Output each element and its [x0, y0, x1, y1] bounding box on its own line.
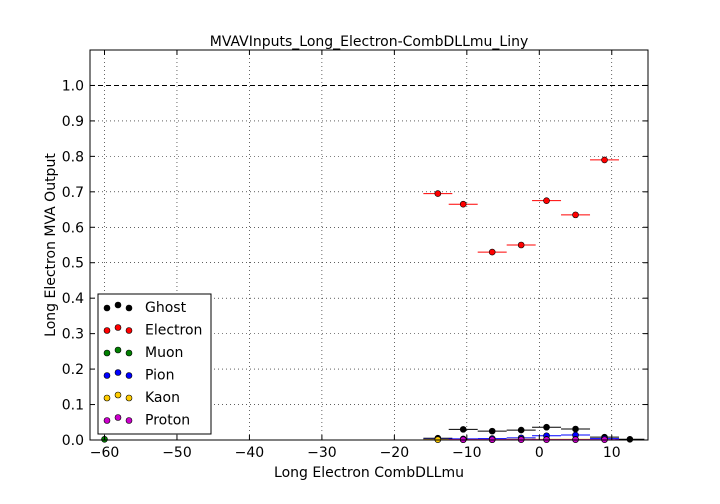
- legend-label-muon: Muon: [145, 345, 183, 361]
- legend-label-proton: Proton: [145, 413, 190, 429]
- data-point-electron: [543, 197, 550, 204]
- y-tick-label: 0.1: [62, 398, 84, 414]
- legend-marker-kaon: [125, 394, 133, 402]
- x-axis-label: Long Electron CombDLLmu: [274, 465, 464, 481]
- data-point-ghost: [543, 423, 550, 431]
- plot-frame: [89, 49, 649, 441]
- y-tick-label: 0.9: [62, 114, 84, 130]
- legend-marker-kaon: [114, 391, 122, 399]
- x-axis-ticks: −60 −50 −40 −30 −20 −10 0 10: [90, 50, 621, 461]
- legend-marker-pion: [114, 369, 122, 376]
- legend-label-electron: Electron: [145, 323, 202, 339]
- series-electron: [423, 156, 620, 256]
- legend-marker-muon: [114, 346, 122, 354]
- y-tick-label: 0.3: [62, 327, 84, 343]
- legend: Ghost Electron Muon Pion Kaon Proton: [97, 293, 212, 435]
- y-axis-label: Long Electron MVA Output: [43, 153, 59, 337]
- legend-marker-muon: [125, 349, 133, 357]
- y-tick-label: 0.5: [62, 256, 84, 272]
- legend-marker-proton: [103, 417, 111, 424]
- data-point-ghost: [517, 426, 525, 434]
- legend-item-muon: Muon: [103, 345, 183, 361]
- y-tick-label: 1.0: [62, 78, 84, 94]
- data-point-electron: [601, 156, 608, 164]
- y-tick-label: 0.7: [62, 185, 84, 201]
- data-point-electron: [517, 241, 525, 249]
- legend-marker-ghost: [114, 301, 122, 309]
- legend-box: [97, 293, 212, 435]
- legend-item-proton: Proton: [103, 413, 190, 429]
- x-tick-label: 10: [603, 445, 621, 461]
- legend-marker-electron: [114, 324, 122, 331]
- x-tick-label: −60: [90, 445, 120, 461]
- y-axis-ticks: 0.0 0.1 0.2 0.3 0.4 0.5 0.6 0.7 0.8 0.9 1.0: [62, 78, 648, 449]
- y-tick-label: 0.0: [62, 433, 84, 449]
- legend-item-electron: Electron: [103, 323, 202, 339]
- y-tick-label: 0.6: [62, 220, 84, 236]
- legend-label-kaon: Kaon: [145, 390, 180, 406]
- x-tick-label: −30: [307, 445, 337, 461]
- legend-label-pion: Pion: [145, 368, 174, 384]
- chart-title: MVAVInputs_Long_Electron-CombDLLmu_Liny: [210, 34, 529, 50]
- legend-item-ghost: Ghost: [103, 300, 187, 316]
- legend-item-pion: Pion: [103, 368, 174, 384]
- legend-marker-ghost: [125, 304, 133, 312]
- x-tick-label: −10: [452, 445, 482, 461]
- legend-marker-ghost: [103, 304, 111, 312]
- legend-marker-proton: [125, 417, 133, 424]
- legend-marker-proton: [114, 414, 122, 421]
- legend-marker-muon: [103, 349, 111, 357]
- x-tick-label: −20: [380, 445, 410, 461]
- data-point-ghost: [626, 435, 634, 443]
- legend-item-kaon: Kaon: [103, 390, 180, 406]
- data-point-ghost: [459, 426, 467, 433]
- y-tick-label: 0.8: [62, 149, 84, 165]
- data-point-electron: [459, 200, 467, 208]
- legend-marker-pion: [125, 372, 133, 379]
- legend-marker-pion: [103, 372, 111, 379]
- x-tick-label: −40: [235, 445, 265, 461]
- data-point-ghost: [572, 425, 579, 433]
- data-point-electron: [572, 211, 579, 219]
- x-tick-label: −50: [162, 445, 192, 461]
- x-tick-label: 0: [535, 445, 544, 461]
- y-tick-label: 0.2: [62, 362, 84, 378]
- data-point-electron: [434, 190, 442, 197]
- legend-marker-kaon: [103, 394, 111, 402]
- legend-label-ghost: Ghost: [145, 300, 187, 316]
- y-tick-label: 0.4: [62, 291, 84, 307]
- data-point-ghost: [488, 427, 496, 435]
- legend-marker-electron: [103, 327, 111, 334]
- data-point-electron: [488, 248, 496, 256]
- legend-marker-electron: [125, 327, 133, 334]
